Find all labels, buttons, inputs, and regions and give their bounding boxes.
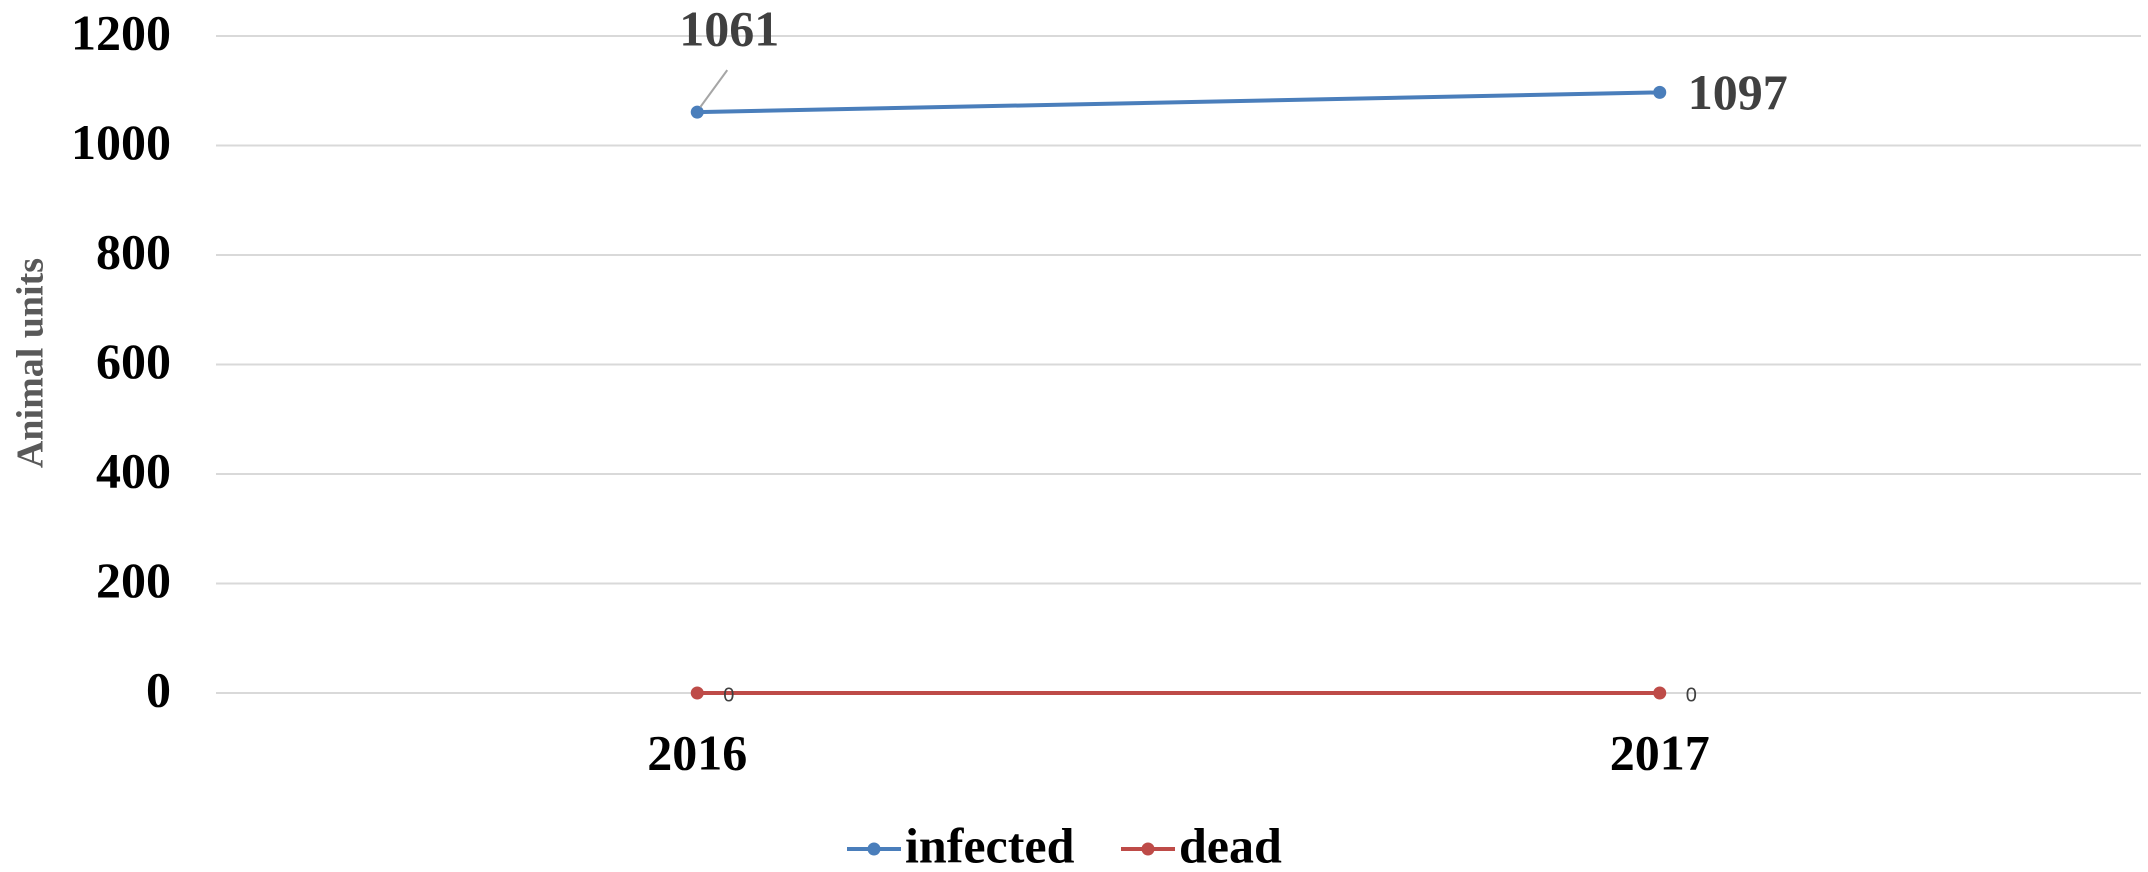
data-label: 1097 bbox=[1688, 64, 1788, 120]
y-tick-label: 600 bbox=[96, 333, 171, 389]
legend-marker bbox=[1141, 842, 1155, 856]
legend-marker bbox=[867, 842, 881, 856]
y-tick-label: 1000 bbox=[71, 114, 171, 170]
data-label: 0 bbox=[1686, 684, 1697, 706]
marker bbox=[1653, 686, 1667, 700]
y-tick-label: 0 bbox=[146, 661, 171, 717]
x-tick-label: 2016 bbox=[647, 724, 747, 780]
x-tick-label: 2017 bbox=[1610, 724, 1710, 780]
legend-label: dead bbox=[1179, 817, 1282, 872]
y-tick-label: 1200 bbox=[71, 4, 171, 60]
marker bbox=[690, 105, 704, 119]
legend-label: infected bbox=[905, 817, 1075, 872]
leader-line bbox=[699, 69, 729, 108]
line bbox=[697, 90, 1660, 115]
data-label: 1061 bbox=[679, 1, 779, 57]
marker bbox=[1653, 85, 1667, 99]
y-tick-label: 400 bbox=[96, 442, 171, 498]
y-axis-title: Animal units bbox=[10, 258, 52, 468]
y-tick-label: 200 bbox=[96, 552, 171, 608]
data-label: 0 bbox=[723, 684, 734, 706]
marker bbox=[690, 686, 704, 700]
y-tick-label: 800 bbox=[96, 223, 171, 279]
